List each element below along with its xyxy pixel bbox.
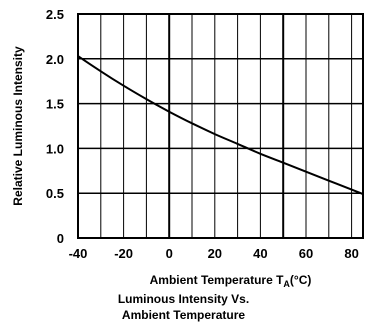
plot-frame <box>77 13 364 239</box>
x-tick-labels: -40 -20 0 20 40 60 80 <box>69 246 359 261</box>
y-tick-label: 0 <box>57 231 64 246</box>
y-tick-label: 1.0 <box>46 141 64 156</box>
x-tick-label: 20 <box>208 246 222 261</box>
chart-caption-line-1: Luminous Intensity Vs. <box>117 292 250 306</box>
x-tick-label: -40 <box>69 246 88 261</box>
y-tick-label: 2.5 <box>46 7 64 22</box>
x-tick-label: 40 <box>253 246 267 261</box>
x-axis-label: Ambient Temperature TA(°C) <box>150 273 312 289</box>
y-axis-label: Relative Luminous Intensity <box>11 46 25 206</box>
grid <box>78 14 363 238</box>
x-tick-label: 60 <box>299 246 313 261</box>
x-axis-label-subscript: A <box>283 279 290 289</box>
y-tick-label: 0.5 <box>46 186 64 201</box>
series-line <box>77 55 364 196</box>
y-tick-labels: 0 0.5 1.0 1.5 2.0 2.5 <box>46 7 64 246</box>
x-tick-label: 80 <box>344 246 358 261</box>
x-axis-label-unit: (°C) <box>290 273 311 287</box>
y-tick-label: 1.5 <box>46 97 64 112</box>
x-axis-label-main: Ambient Temperature T <box>150 273 284 287</box>
y-tick-label: 2.0 <box>46 52 64 67</box>
chart-caption-line-2: Ambient Temperature <box>121 308 246 322</box>
x-tick-label: -20 <box>114 246 133 261</box>
x-tick-label: 0 <box>166 246 173 261</box>
